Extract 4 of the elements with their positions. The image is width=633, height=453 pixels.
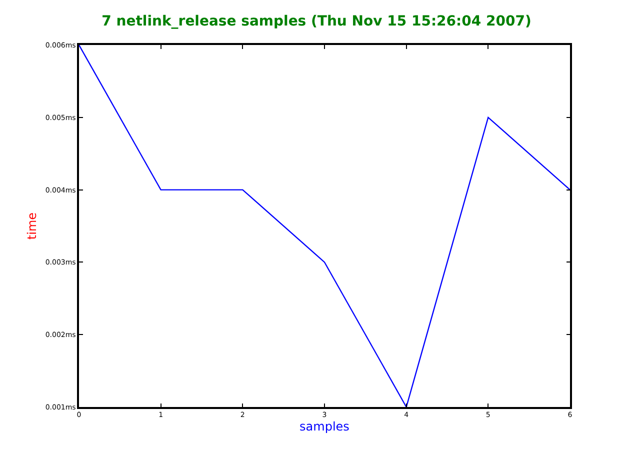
y-axis-title: time: [25, 212, 40, 240]
line-series: [79, 45, 570, 407]
x-axis-title: samples: [300, 420, 350, 434]
chart-title: 7 netlink_release samples (Thu Nov 15 15:26:04 2007): [102, 14, 532, 30]
